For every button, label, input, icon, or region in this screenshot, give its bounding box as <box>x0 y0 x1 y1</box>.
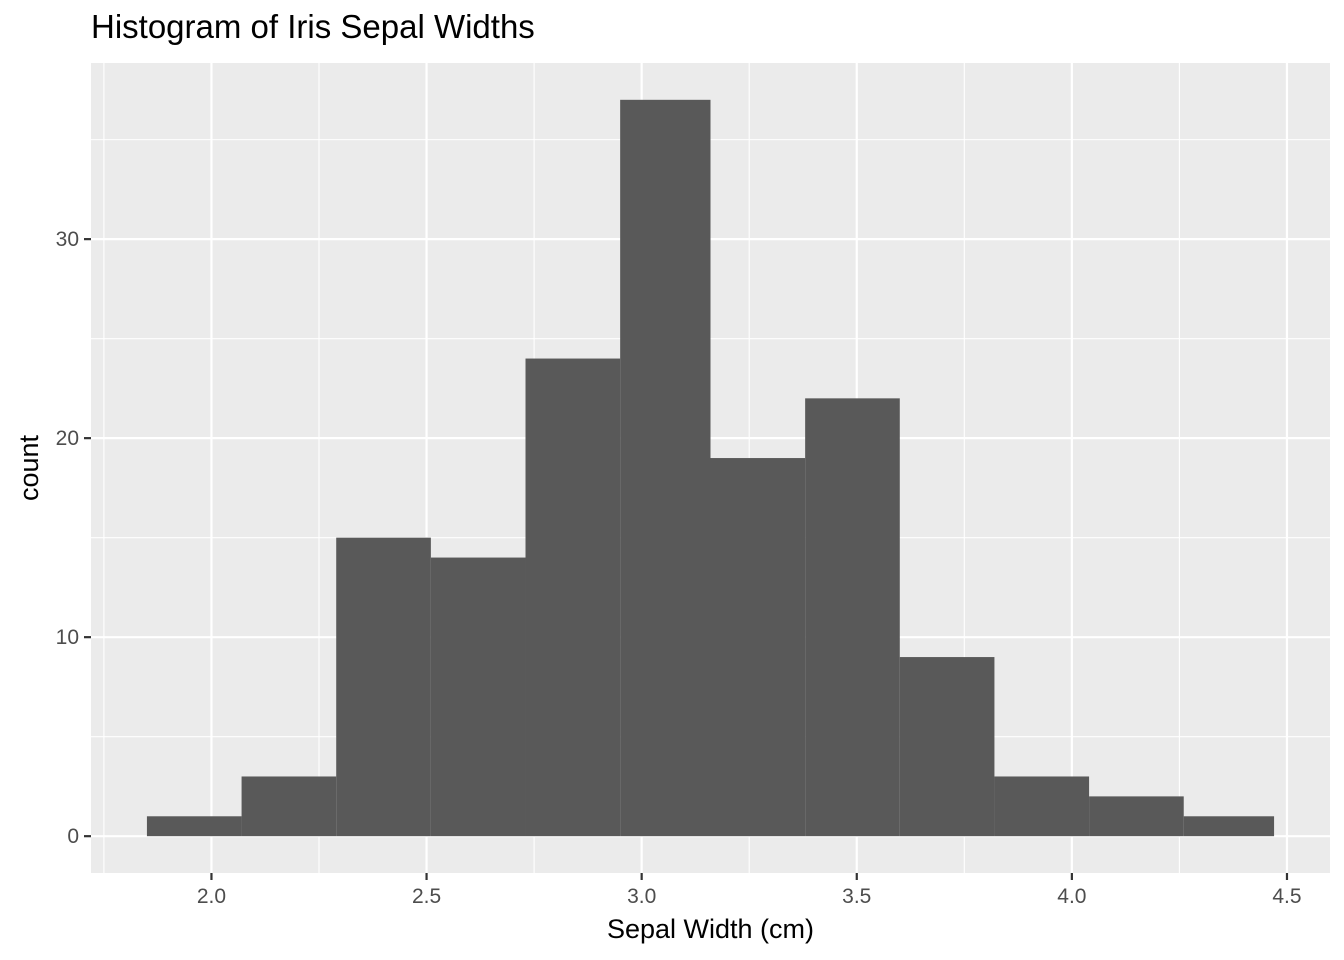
x-tick-label: 2.0 <box>197 885 226 908</box>
y-axis-title: count <box>14 434 44 501</box>
histogram-bar <box>241 776 337 837</box>
y-tick-label: 0 <box>67 825 79 848</box>
x-axis-title: Sepal Width (cm) <box>607 914 814 944</box>
histogram-bar <box>710 458 806 837</box>
histogram-bar <box>1089 796 1184 837</box>
y-tick-label: 10 <box>56 626 79 649</box>
x-tick-label: 4.5 <box>1272 885 1301 908</box>
chart-title: Histogram of Iris Sepal Widths <box>91 8 535 45</box>
x-tick-label: 3.5 <box>842 885 871 908</box>
histogram-bar <box>146 816 242 837</box>
histogram-bar <box>805 398 900 837</box>
x-tick-label: 2.5 <box>412 885 441 908</box>
y-tick-label: 20 <box>56 427 79 450</box>
x-tick-label: 4.0 <box>1057 885 1086 908</box>
histogram-bars <box>146 99 1275 837</box>
x-tick-label: 3.0 <box>627 885 656 908</box>
y-tick-label: 30 <box>56 228 79 251</box>
x-axis: 2.0 2.5 3.0 3.5 4.0 4.5 <box>197 873 1302 908</box>
y-axis: 0 10 20 30 <box>56 228 91 848</box>
histogram-bar <box>620 99 711 837</box>
histogram-bar <box>899 657 995 837</box>
histogram-bar <box>525 358 621 837</box>
histogram-bar <box>1183 816 1275 837</box>
histogram-bar <box>430 557 526 837</box>
histogram-bar <box>336 537 431 837</box>
histogram-bar <box>994 776 1090 837</box>
